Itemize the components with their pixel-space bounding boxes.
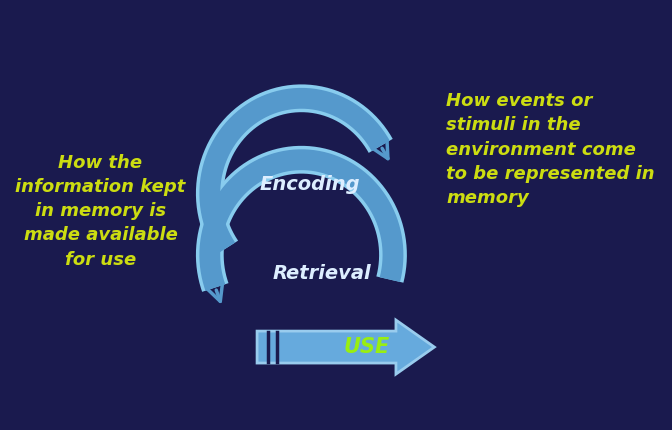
Text: How the
information kept
in memory is
made available
for use: How the information kept in memory is ma… <box>15 154 185 269</box>
Text: How events or
stimuli in the
environment come
to be represented in
memory: How events or stimuli in the environment… <box>446 92 655 207</box>
Text: Retrieval: Retrieval <box>273 264 372 283</box>
Text: USE: USE <box>344 337 390 357</box>
Text: Encoding: Encoding <box>260 175 361 194</box>
FancyArrow shape <box>257 320 434 374</box>
